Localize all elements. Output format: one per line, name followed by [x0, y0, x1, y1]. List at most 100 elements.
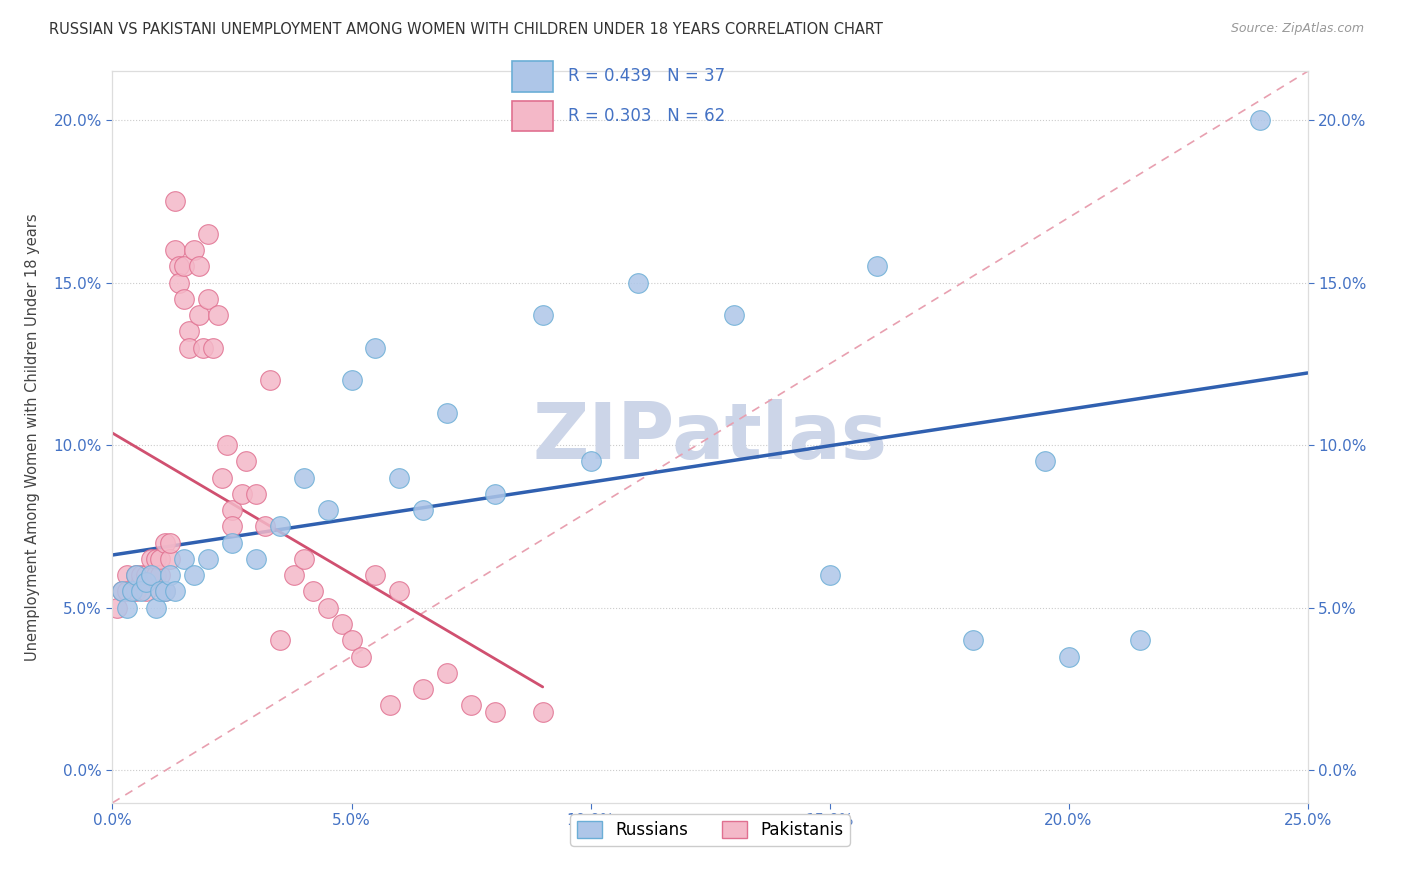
Point [177, 341, 200, 355]
Point [316, 600, 339, 615]
Point [269, 519, 291, 533]
Text: ZIPatlas: ZIPatlas [533, 399, 887, 475]
FancyBboxPatch shape [512, 62, 553, 92]
Point [145, 568, 167, 582]
Point [436, 665, 458, 680]
Point [235, 454, 257, 468]
Point [460, 698, 482, 713]
Point [115, 568, 138, 582]
Point [484, 487, 506, 501]
Point [207, 308, 229, 322]
Point [412, 503, 434, 517]
Point [364, 568, 387, 582]
Point [340, 373, 363, 387]
Point [292, 471, 315, 485]
Point [1033, 454, 1056, 468]
Point [292, 552, 315, 566]
Point [1057, 649, 1080, 664]
Point [1249, 113, 1271, 128]
Point [183, 568, 205, 582]
Point [111, 584, 134, 599]
Point [378, 698, 401, 713]
Point [197, 552, 219, 566]
Y-axis label: Unemployment Among Women with Children Under 18 years: Unemployment Among Women with Children U… [25, 213, 39, 661]
Legend: Russians, Pakistanis: Russians, Pakistanis [571, 814, 849, 846]
Point [145, 552, 167, 566]
Point [153, 584, 176, 599]
Point [412, 681, 434, 696]
Point [579, 454, 602, 468]
Point [187, 308, 209, 322]
Point [531, 308, 554, 322]
Point [145, 600, 167, 615]
Point [129, 574, 152, 589]
Point [1129, 633, 1152, 648]
Point [163, 584, 186, 599]
Point [125, 568, 148, 582]
Point [105, 600, 128, 615]
Text: Source: ZipAtlas.com: Source: ZipAtlas.com [1230, 22, 1364, 36]
Point [149, 552, 172, 566]
Point [129, 584, 152, 599]
Point [121, 584, 143, 599]
Point [193, 341, 215, 355]
Point [436, 406, 458, 420]
Point [269, 633, 291, 648]
Point [211, 471, 233, 485]
Point [201, 341, 224, 355]
Point [139, 568, 162, 582]
Point [139, 552, 162, 566]
Point [135, 584, 157, 599]
Point [187, 260, 209, 274]
Point [125, 568, 148, 582]
Point [183, 243, 205, 257]
Point [259, 373, 281, 387]
Point [350, 649, 373, 664]
Point [159, 535, 181, 549]
Point [115, 600, 138, 615]
Point [159, 568, 181, 582]
FancyBboxPatch shape [512, 101, 553, 131]
Point [283, 568, 305, 582]
Point [135, 574, 157, 589]
Point [153, 535, 176, 549]
Point [231, 487, 253, 501]
Point [254, 519, 277, 533]
Point [221, 535, 243, 549]
Point [723, 308, 745, 322]
Point [316, 503, 339, 517]
Point [169, 276, 191, 290]
Point [139, 568, 162, 582]
Point [115, 584, 138, 599]
Point [163, 243, 186, 257]
Point [163, 194, 186, 209]
Point [217, 438, 239, 452]
Text: RUSSIAN VS PAKISTANI UNEMPLOYMENT AMONG WOMEN WITH CHILDREN UNDER 18 YEARS CORRE: RUSSIAN VS PAKISTANI UNEMPLOYMENT AMONG … [49, 22, 883, 37]
Point [245, 487, 267, 501]
Point [159, 552, 181, 566]
Point [302, 584, 325, 599]
Point [129, 568, 152, 582]
Point [197, 292, 219, 306]
Point [818, 568, 841, 582]
Point [221, 519, 243, 533]
Point [197, 227, 219, 241]
Point [173, 292, 195, 306]
Point [484, 705, 506, 719]
Point [121, 584, 143, 599]
Point [245, 552, 267, 566]
Point [330, 617, 353, 632]
Point [153, 584, 176, 599]
Point [962, 633, 984, 648]
Point [866, 260, 889, 274]
Point [627, 276, 650, 290]
Point [221, 503, 243, 517]
Point [531, 705, 554, 719]
Point [111, 584, 134, 599]
Point [388, 584, 411, 599]
Point [340, 633, 363, 648]
Point [149, 568, 172, 582]
Point [135, 568, 157, 582]
Text: R = 0.303   N = 62: R = 0.303 N = 62 [568, 107, 725, 125]
Point [125, 584, 148, 599]
